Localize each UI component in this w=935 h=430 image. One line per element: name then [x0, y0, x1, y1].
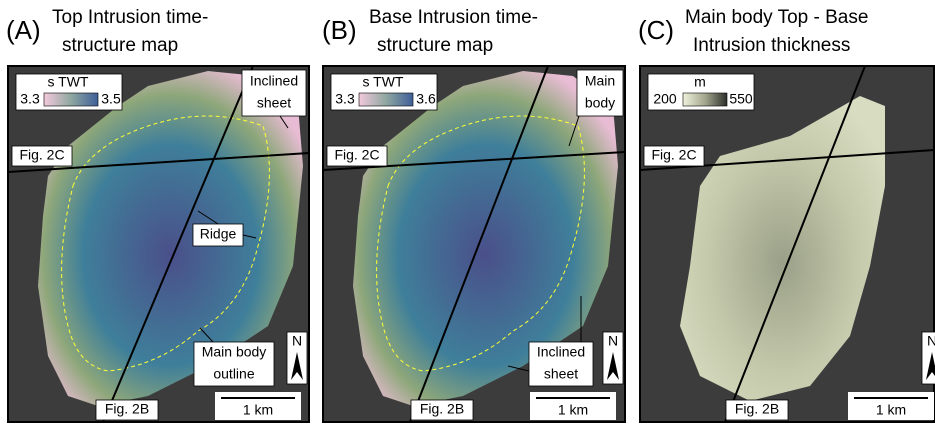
section-line [102, 65, 254, 423]
panel-b: (B) Base Intrusion time- structure map s… [322, 7, 626, 423]
section-label: Fig. 2C [651, 147, 696, 163]
north-label: N [927, 333, 935, 349]
label: Main [585, 73, 615, 89]
colorbar-min: 200 [653, 91, 677, 107]
label-box [193, 341, 275, 387]
label-box [528, 341, 594, 387]
scale-label: 1 km [876, 402, 906, 418]
section-label: Fig. 2C [19, 147, 64, 163]
colorbar-unit: m [694, 74, 706, 90]
leader [507, 365, 530, 372]
section-label: Fig. 2B [105, 401, 149, 417]
section-line [409, 65, 549, 423]
intrusion [680, 96, 885, 401]
panel-title: structure map [62, 35, 178, 56]
panel-title: Intrusion thickness [693, 35, 850, 56]
leader [242, 234, 257, 239]
label-box [95, 399, 159, 421]
colorbar-max: 550 [729, 91, 753, 107]
panel-c: (C) Main body Top - Base Intrusion thick… [638, 7, 935, 423]
section-line [7, 152, 310, 173]
section-label: Fig. 2B [735, 401, 779, 417]
panel-title: Main body Top - Base [685, 7, 868, 28]
colorbar-ramp [358, 92, 414, 107]
label-box [725, 399, 789, 421]
panel-letter: (C) [638, 15, 674, 45]
section-line [322, 151, 626, 171]
label: sheet [544, 366, 578, 382]
label-box [410, 399, 474, 421]
leader [568, 115, 580, 147]
label: sheet [257, 95, 291, 111]
leader [279, 115, 289, 129]
outline [61, 115, 270, 372]
colorbar-max: 3.5 [101, 91, 121, 107]
label: Inclined [250, 73, 298, 89]
scale-label: 1 km [243, 402, 273, 418]
section-label: Fig. 2B [420, 401, 464, 417]
panel-letter: (A) [6, 15, 41, 45]
label-box [326, 145, 388, 167]
panel-a: (A) Top Intrusion time- structure map s … [6, 7, 310, 423]
section-line [639, 149, 935, 171]
label-box [241, 69, 307, 117]
scale-box [530, 392, 616, 420]
scale-box [848, 392, 934, 420]
north-label: N [292, 333, 302, 349]
colorbar-unit: s TWT [363, 74, 404, 90]
label: Main body [202, 344, 267, 360]
panel-title: Base Intrusion time- [369, 7, 538, 28]
outline [376, 115, 585, 372]
label-box [11, 145, 73, 167]
colorbar-unit: s TWT [48, 74, 89, 90]
scale-box [215, 392, 301, 420]
section-line [724, 65, 866, 423]
panel-letter: (B) [322, 15, 357, 45]
panel-title: structure map [377, 35, 493, 56]
label: Inclined [537, 344, 585, 360]
label: Ridge [200, 226, 237, 242]
north-label: N [608, 333, 618, 349]
label-box [643, 145, 705, 167]
colorbar-max: 3.6 [416, 91, 436, 107]
label: body [585, 95, 615, 111]
panel-title: Top Intrusion time- [52, 7, 208, 28]
colorbar-ramp [43, 92, 99, 107]
section-label: Fig. 2C [334, 147, 379, 163]
colorbar-ramp [682, 92, 728, 107]
colorbar-min: 3.3 [335, 91, 355, 107]
label: outline [213, 366, 254, 382]
leader [199, 327, 214, 343]
colorbar-min: 3.3 [20, 91, 40, 107]
label-box [576, 69, 624, 117]
scale-label: 1 km [558, 402, 588, 418]
leader [197, 210, 219, 225]
